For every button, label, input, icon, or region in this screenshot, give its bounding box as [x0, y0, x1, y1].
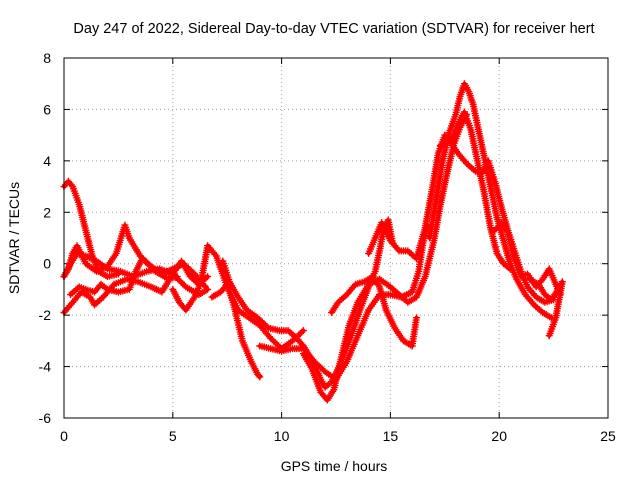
- y-tick-label: -6: [39, 410, 52, 426]
- y-tick-label: 8: [43, 50, 51, 66]
- series-arc-5: [67, 255, 181, 299]
- series-markers: [365, 108, 514, 273]
- x-tick-label: 10: [274, 428, 290, 444]
- y-axis-label: SDTVAR / TECUs: [6, 182, 22, 294]
- y-tick-label: -2: [39, 307, 52, 323]
- series-arc-9: [256, 221, 431, 383]
- chart-title: Day 247 of 2022, Sidereal Day-to-day VTE…: [73, 21, 594, 37]
- y-tick-label: 2: [43, 204, 51, 220]
- series-arc-12: [365, 108, 514, 273]
- data-series: [60, 80, 566, 404]
- x-tick-label: 15: [383, 428, 399, 444]
- grid: [64, 58, 608, 418]
- x-tick-label: 25: [600, 428, 616, 444]
- y-tick-label: -4: [39, 359, 52, 375]
- x-tick-label: 20: [491, 428, 507, 444]
- series-arc-13: [426, 80, 555, 322]
- series-arc-11: [328, 273, 420, 350]
- y-tick-label: 4: [43, 153, 51, 169]
- y-tick-label: 0: [43, 256, 51, 272]
- series-markers: [67, 255, 181, 299]
- series-arc-7: [208, 280, 264, 381]
- series-trace: [329, 274, 419, 348]
- x-tick-label: 0: [60, 428, 68, 444]
- series-markers: [208, 280, 264, 381]
- y-tick-label: 6: [43, 101, 51, 117]
- x-tick-label: 5: [169, 428, 177, 444]
- series-arc-16: [526, 275, 566, 340]
- series-markers: [526, 275, 566, 340]
- x-axis-label: GPS time / hours: [281, 458, 388, 474]
- series-markers: [426, 80, 555, 322]
- series-markers: [328, 273, 420, 350]
- plot-frame: [63, 57, 609, 419]
